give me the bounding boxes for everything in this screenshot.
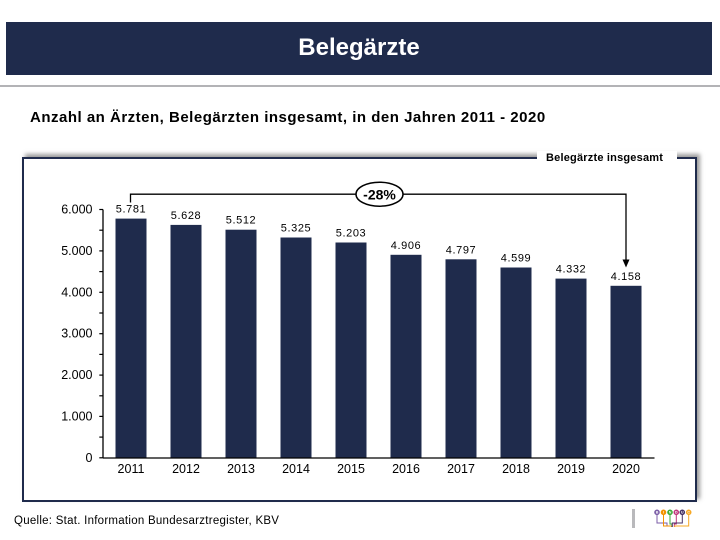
svg-text:C: C (687, 511, 690, 515)
svg-text:4.000: 4.000 (61, 285, 92, 299)
svg-text:5.000: 5.000 (61, 244, 92, 258)
svg-text:2.000: 2.000 (61, 368, 92, 382)
svg-text:N: N (669, 511, 672, 515)
svg-text:U: U (681, 511, 684, 515)
svg-text:2017: 2017 (447, 462, 475, 476)
svg-text:4.797: 4.797 (446, 244, 477, 256)
svg-text:4.906: 4.906 (391, 240, 422, 252)
svg-text:5.781: 5.781 (116, 204, 147, 216)
svg-text:5.325: 5.325 (281, 223, 312, 235)
svg-text:4.332: 4.332 (556, 264, 587, 276)
svg-text:5.628: 5.628 (171, 210, 202, 222)
svg-text:-28%: -28% (363, 186, 396, 202)
svg-text:0: 0 (86, 451, 93, 465)
svg-text:4.599: 4.599 (501, 253, 532, 265)
svg-text:5.512: 5.512 (226, 215, 257, 227)
svg-text:5.203: 5.203 (336, 228, 367, 240)
svg-text:B: B (656, 511, 659, 515)
svg-text:2012: 2012 (172, 462, 200, 476)
svg-text:2019: 2019 (557, 462, 585, 476)
svg-text:2015: 2015 (337, 462, 365, 476)
svg-text:D: D (675, 511, 678, 515)
svg-text:2014: 2014 (282, 462, 310, 476)
svg-text:2011: 2011 (118, 462, 145, 476)
svg-text:1.000: 1.000 (61, 409, 92, 423)
svg-text:4.158: 4.158 (611, 271, 642, 283)
svg-text:2016: 2016 (392, 462, 420, 476)
svg-text:6.000: 6.000 (61, 203, 92, 217)
svg-text:I: I (663, 511, 664, 515)
svg-text:2020: 2020 (612, 462, 640, 476)
svg-text:2018: 2018 (502, 462, 530, 476)
svg-text:3.000: 3.000 (61, 327, 92, 341)
svg-text:2013: 2013 (227, 462, 255, 476)
